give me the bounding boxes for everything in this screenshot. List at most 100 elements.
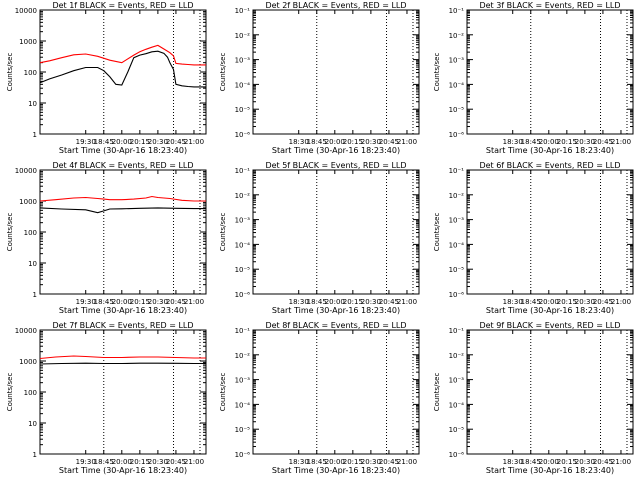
plot-panel-8: Det 8f BLACK = Events, RED = LLD Start Ti… <box>219 321 420 475</box>
y-tick-label: 10000 <box>15 327 37 335</box>
x-tick-label: 18:30 <box>289 298 309 306</box>
y-tick-label: 10⁻² <box>235 32 251 40</box>
x-tick-label: 20:15 <box>557 138 577 146</box>
y-tick-label: 10⁻¹ <box>235 327 251 335</box>
x-tick-label: 20:30 <box>361 458 381 466</box>
y-tick-label: 10⁻¹ <box>235 167 251 175</box>
plot-frame <box>466 329 634 455</box>
y-axis-label: Counts/sec <box>433 53 441 92</box>
x-tick-label: 20:15 <box>557 298 577 306</box>
x-tick-label: 20:15 <box>343 298 363 306</box>
series-line-black <box>39 207 206 214</box>
y-tick-label: 10⁻⁶ <box>235 291 251 299</box>
plot-title: Det 2f BLACK = Events, RED = LLD <box>265 1 406 10</box>
x-tick-label: 20:30 <box>148 298 168 306</box>
x-tick-label: 20:30 <box>148 458 168 466</box>
y-tick-label: 1 <box>33 131 37 139</box>
y-tick-label: 10⁻⁶ <box>449 291 465 299</box>
plot-panel-4: Det 4f BLACK = Events, RED = LLD Start Ti… <box>6 161 207 315</box>
x-tick-label: 20:00 <box>325 298 345 306</box>
x-tick-label: 20:00 <box>112 298 132 306</box>
plot-title: Det 3f BLACK = Events, RED = LLD <box>479 1 620 10</box>
x-tick-label: 20:45 <box>379 458 399 466</box>
plot-title: Det 6f BLACK = Events, RED = LLD <box>479 161 620 170</box>
x-axis-label: Start Time (30-Apr-16 18:23:40) <box>272 466 400 475</box>
y-tick-label: 10⁻⁶ <box>235 451 251 459</box>
y-tick-label: 10⁻² <box>449 352 465 360</box>
y-tick-label: 10⁻² <box>449 32 465 40</box>
y-tick-label: 10 <box>28 260 37 268</box>
y-tick-label: 10⁻⁶ <box>449 451 465 459</box>
plot-title: Det 9f BLACK = Events, RED = LLD <box>479 321 620 330</box>
y-axis-label: Counts/sec <box>6 53 14 92</box>
y-tick-label: 10⁻⁵ <box>449 106 465 114</box>
plot-title: Det 5f BLACK = Events, RED = LLD <box>265 161 406 170</box>
y-axis-label: Counts/sec <box>433 213 441 252</box>
series-line-black <box>39 50 206 88</box>
x-tick-label: 20:00 <box>112 458 132 466</box>
x-tick-label: 20:00 <box>539 138 559 146</box>
x-tick-label: 21:00 <box>397 458 417 466</box>
plot-frame <box>252 169 420 295</box>
y-tick-label: 10⁻² <box>235 352 251 360</box>
y-tick-label: 10000 <box>15 167 37 175</box>
plot-panel-9: Det 9f BLACK = Events, RED = LLD Start Ti… <box>433 321 634 475</box>
plot-frame <box>466 9 634 135</box>
x-axis-label: Start Time (30-Apr-16 18:23:40) <box>59 146 187 155</box>
x-tick-label: 21:00 <box>611 298 631 306</box>
x-tick-label: 20:30 <box>361 138 381 146</box>
x-tick-label: 21:00 <box>397 138 417 146</box>
x-tick-label: 19:30 <box>76 458 96 466</box>
x-tick-label: 21:00 <box>611 138 631 146</box>
x-tick-label: 20:30 <box>575 138 595 146</box>
series-line-red <box>39 355 206 360</box>
x-tick-label: 21:00 <box>397 298 417 306</box>
y-tick-label: 10⁻⁵ <box>449 266 465 274</box>
plot-frame <box>39 9 207 135</box>
x-tick-label: 20:15 <box>130 458 150 466</box>
y-tick-label: 10⁻¹ <box>449 7 465 15</box>
y-tick-label: 100 <box>24 389 37 397</box>
x-tick-label: 20:00 <box>112 138 132 146</box>
x-axis-label: Start Time (30-Apr-16 18:23:40) <box>486 306 614 315</box>
plot-frame <box>39 169 207 295</box>
y-tick-label: 10⁻⁵ <box>235 426 251 434</box>
x-tick-label: 20:15 <box>343 458 363 466</box>
y-tick-label: 100 <box>24 69 37 77</box>
y-tick-label: 10⁻³ <box>235 377 251 385</box>
plot-panel-6: Det 6f BLACK = Events, RED = LLD Start Ti… <box>433 161 634 315</box>
y-tick-label: 10⁻⁵ <box>235 106 251 114</box>
x-tick-label: 20:45 <box>379 138 399 146</box>
x-tick-label: 18:45 <box>94 458 114 466</box>
x-tick-label: 18:45 <box>307 138 327 146</box>
x-tick-label: 21:00 <box>611 458 631 466</box>
plot-panel-1: Det 1f BLACK = Events, RED = LLD Start Ti… <box>6 1 207 155</box>
x-tick-label: 20:45 <box>593 458 613 466</box>
x-tick-label: 20:45 <box>166 298 186 306</box>
x-tick-label: 20:45 <box>166 138 186 146</box>
y-tick-label: 10⁻⁴ <box>235 401 251 409</box>
y-tick-label: 10⁻³ <box>449 57 465 65</box>
y-tick-label: 10⁻¹ <box>449 327 465 335</box>
x-tick-label: 20:15 <box>130 298 150 306</box>
x-tick-label: 18:45 <box>521 138 541 146</box>
plot-frame <box>466 169 634 295</box>
y-tick-label: 10⁻⁴ <box>235 81 251 89</box>
x-tick-label: 20:15 <box>557 458 577 466</box>
y-tick-label: 10⁻⁵ <box>449 426 465 434</box>
y-tick-label: 10⁻⁴ <box>449 241 465 249</box>
x-tick-label: 18:45 <box>94 138 114 146</box>
x-tick-label: 18:30 <box>503 298 523 306</box>
x-tick-label: 18:30 <box>503 458 523 466</box>
x-tick-label: 21:00 <box>184 138 204 146</box>
x-tick-label: 20:45 <box>166 458 186 466</box>
x-tick-label: 18:45 <box>521 298 541 306</box>
y-axis-label: Counts/sec <box>219 373 227 412</box>
x-tick-label: 18:45 <box>94 298 114 306</box>
y-tick-label: 10⁻⁴ <box>449 81 465 89</box>
x-axis-label: Start Time (30-Apr-16 18:23:40) <box>59 466 187 475</box>
plot-title: Det 1f BLACK = Events, RED = LLD <box>52 1 193 10</box>
y-axis-label: Counts/sec <box>219 53 227 92</box>
